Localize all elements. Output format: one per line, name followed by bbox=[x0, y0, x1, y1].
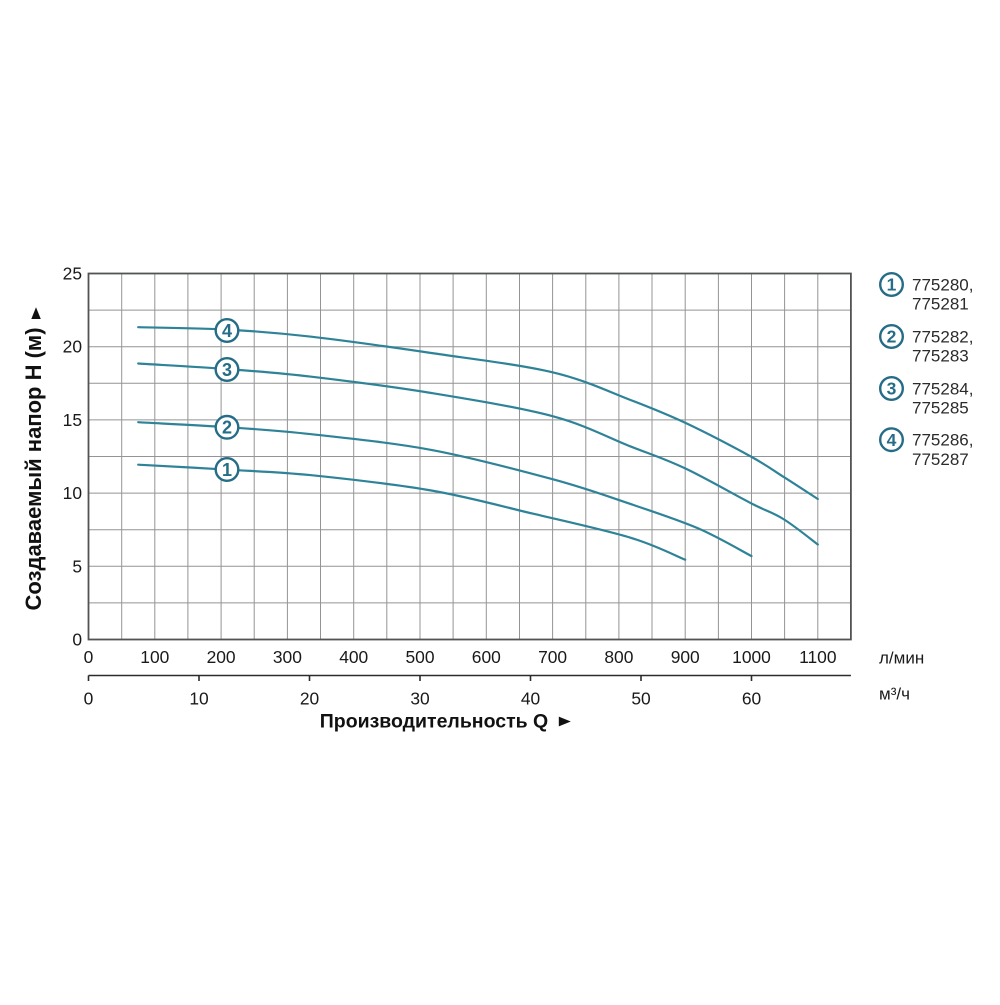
svg-text:775285: 775285 bbox=[912, 399, 969, 418]
svg-text:30: 30 bbox=[410, 689, 429, 709]
svg-text:775286,: 775286, bbox=[912, 431, 973, 450]
svg-text:100: 100 bbox=[140, 647, 169, 667]
svg-text:775287: 775287 bbox=[912, 450, 969, 469]
svg-text:1100: 1100 bbox=[799, 647, 836, 667]
svg-text:800: 800 bbox=[604, 647, 633, 667]
svg-text:1: 1 bbox=[887, 275, 897, 295]
svg-text:600: 600 bbox=[472, 647, 501, 667]
svg-text:775284,: 775284, bbox=[912, 379, 973, 398]
svg-text:15: 15 bbox=[63, 410, 82, 430]
svg-text:0: 0 bbox=[84, 647, 94, 667]
svg-text:20: 20 bbox=[300, 689, 319, 709]
svg-text:775282,: 775282, bbox=[912, 327, 973, 346]
svg-text:775281: 775281 bbox=[912, 295, 969, 314]
svg-text:1: 1 bbox=[222, 460, 232, 480]
svg-text:50: 50 bbox=[631, 689, 650, 709]
svg-text:60: 60 bbox=[742, 689, 761, 709]
svg-text:Создаваемый напор Н (м): Создаваемый напор Н (м) bbox=[21, 327, 46, 610]
svg-text:400: 400 bbox=[339, 647, 368, 667]
svg-text:2: 2 bbox=[887, 327, 897, 347]
svg-text:м³/ч: м³/ч bbox=[879, 685, 910, 704]
svg-text:0: 0 bbox=[84, 689, 94, 709]
svg-text:4: 4 bbox=[887, 430, 897, 450]
svg-text:500: 500 bbox=[405, 647, 434, 667]
svg-text:300: 300 bbox=[273, 647, 302, 667]
svg-text:775280,: 775280, bbox=[912, 275, 973, 294]
svg-text:200: 200 bbox=[207, 647, 236, 667]
svg-text:775283: 775283 bbox=[912, 347, 969, 366]
svg-text:0: 0 bbox=[72, 630, 82, 650]
svg-text:Производительность Q: Производительность Q bbox=[320, 711, 548, 733]
svg-text:2: 2 bbox=[222, 418, 232, 438]
svg-text:900: 900 bbox=[671, 647, 700, 667]
svg-text:3: 3 bbox=[222, 360, 232, 380]
svg-text:4: 4 bbox=[222, 321, 232, 341]
svg-text:3: 3 bbox=[887, 379, 897, 399]
svg-text:л/мин: л/мин bbox=[879, 649, 924, 668]
svg-text:5: 5 bbox=[72, 556, 82, 576]
svg-text:10: 10 bbox=[189, 689, 208, 709]
svg-text:40: 40 bbox=[521, 689, 540, 709]
svg-text:25: 25 bbox=[63, 264, 82, 284]
svg-text:10: 10 bbox=[63, 483, 82, 503]
svg-text:1000: 1000 bbox=[732, 647, 771, 667]
svg-text:20: 20 bbox=[63, 337, 82, 357]
svg-text:700: 700 bbox=[538, 647, 567, 667]
